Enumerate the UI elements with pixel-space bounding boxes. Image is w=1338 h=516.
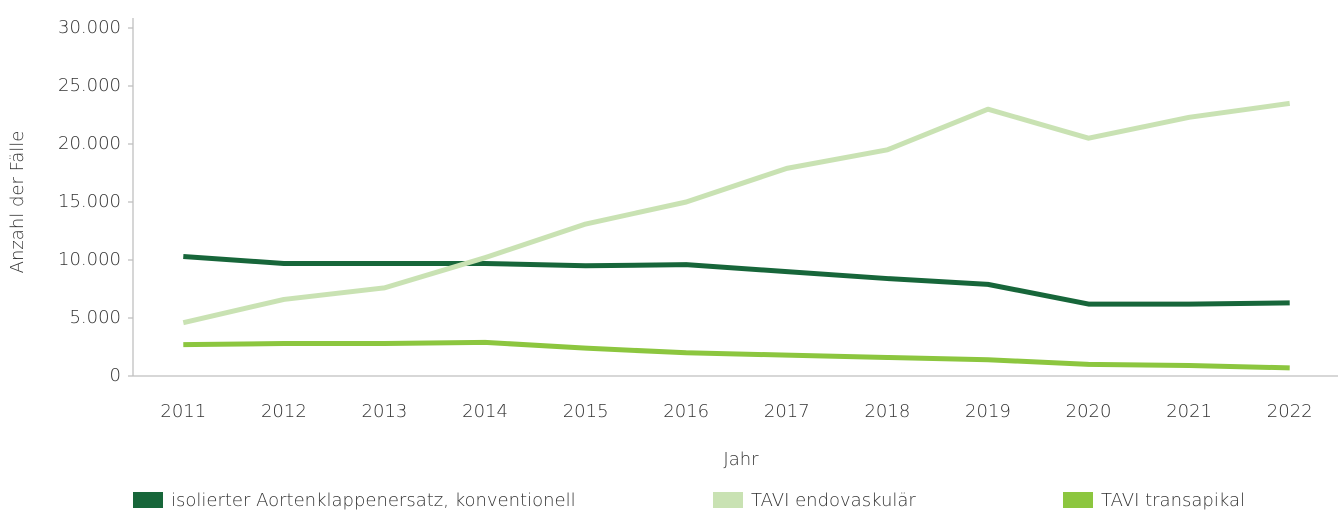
x-tick-label: 2011 xyxy=(160,401,206,422)
y-tick-label: 0 xyxy=(110,365,121,386)
y-tick-label: 25.000 xyxy=(58,75,121,96)
x-axis-label: Jahr xyxy=(723,449,759,470)
y-tick-label: 5.000 xyxy=(69,307,121,328)
series-line xyxy=(183,254,1290,307)
y-tick-label: 20.000 xyxy=(58,133,121,154)
x-tick-label: 2015 xyxy=(563,401,609,422)
x-tick-label: 2020 xyxy=(1066,401,1112,422)
y-tick-label: 10.000 xyxy=(58,249,121,270)
x-tick-label: 2014 xyxy=(462,401,508,422)
series-line xyxy=(183,339,1290,371)
legend-label: isolierter Aortenklappenersatz, konventi… xyxy=(171,490,576,511)
legend-swatch xyxy=(1063,492,1093,508)
x-tick-label: 2022 xyxy=(1267,401,1313,422)
y-tick-label: 15.000 xyxy=(58,191,121,212)
y-tick-label: 30.000 xyxy=(58,17,121,38)
x-tick-label: 2016 xyxy=(663,401,709,422)
x-tick-label: 2019 xyxy=(965,401,1011,422)
x-tick-label: 2018 xyxy=(864,401,910,422)
series-line xyxy=(182,100,1291,326)
x-tick-label: 2012 xyxy=(261,401,307,422)
y-axis-label: Anzahl der Fälle xyxy=(7,131,28,274)
legend-swatch xyxy=(133,492,163,508)
x-tick-label: 2021 xyxy=(1166,401,1212,422)
legend-label: TAVI transapikal xyxy=(1101,490,1245,511)
x-tick-label: 2017 xyxy=(764,401,810,422)
legend-label: TAVI endovaskulär xyxy=(751,490,916,511)
x-tick-label: 2013 xyxy=(362,401,408,422)
legend-swatch xyxy=(713,492,743,508)
